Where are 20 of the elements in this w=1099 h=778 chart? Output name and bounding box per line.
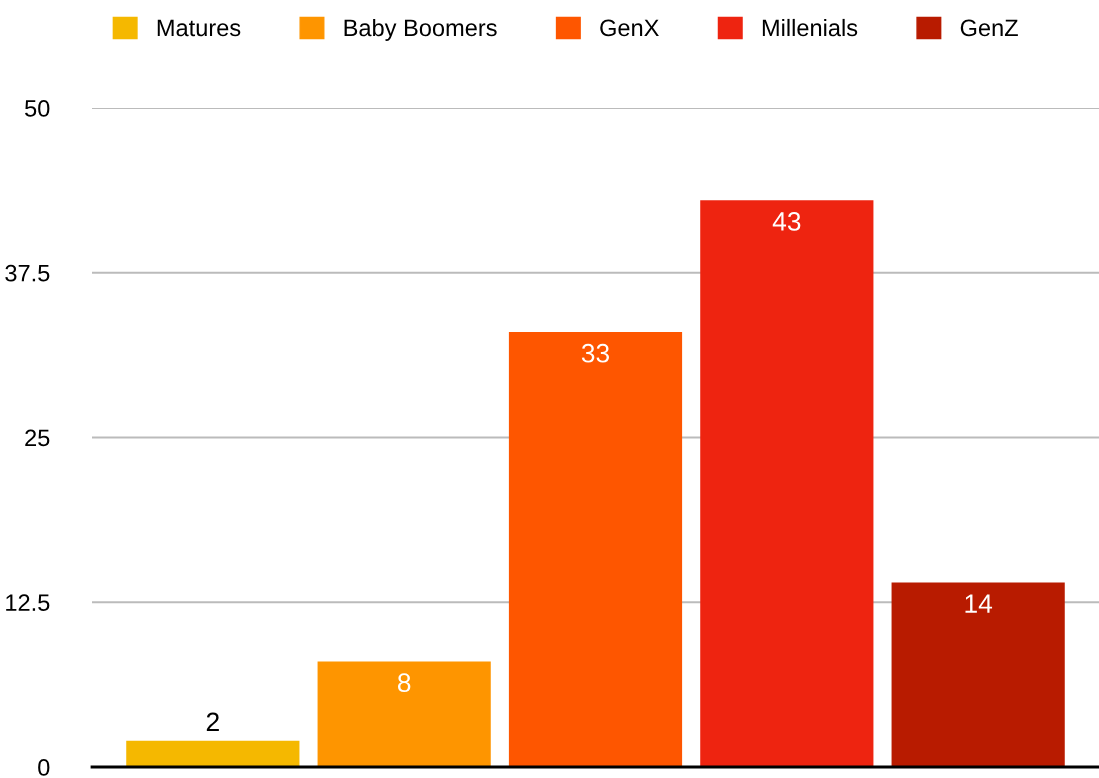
y-tick-label: 25 — [25, 429, 50, 447]
data-label: 33 — [581, 343, 610, 363]
y-tick-label: 12.5 — [6, 594, 50, 612]
bar — [126, 740, 300, 767]
data-label: 43 — [772, 212, 801, 231]
data-label: 14 — [965, 594, 993, 613]
y-tick-label: 37.5 — [5, 264, 50, 282]
data-label: 8 — [397, 673, 411, 693]
y-tick-label: 50 — [25, 100, 50, 117]
bar — [317, 661, 491, 767]
legend-label: GenZ — [960, 19, 1018, 37]
legend-label: Millenials — [762, 18, 858, 37]
bar — [700, 200, 874, 767]
data-label: 2 — [206, 712, 219, 731]
bar — [508, 332, 683, 767]
legend-label: Baby Boomers — [344, 18, 497, 41]
legend-label: GenX — [600, 19, 659, 37]
bar — [891, 582, 1065, 767]
legend-label: Matures — [157, 19, 241, 37]
y-tick-label: 0 — [38, 759, 50, 776]
